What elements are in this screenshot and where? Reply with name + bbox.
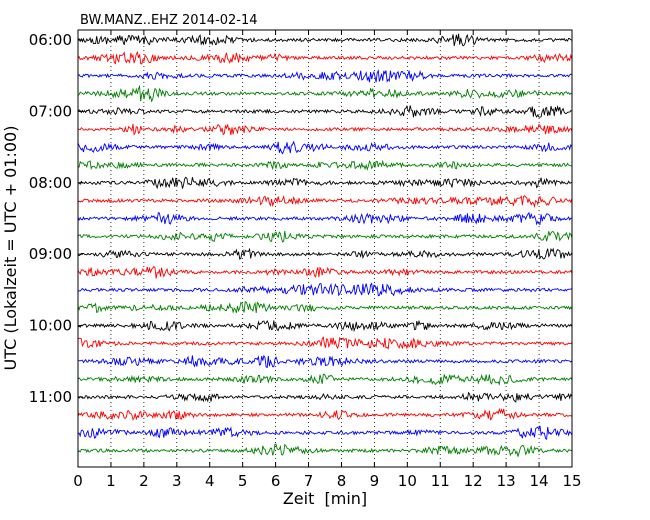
trace-1145 [77, 443, 572, 457]
x-tick-label-7: 7 [304, 472, 314, 490]
x-tick-label-14: 14 [530, 472, 549, 490]
trace-0745 [77, 159, 572, 171]
minute-gridlines [110, 30, 540, 467]
x-tick-label-3: 3 [172, 472, 182, 490]
chart-title: BW.MANZ..EHZ 2014-02-14 [80, 13, 258, 28]
y-tick-label-1100: 11:00 [29, 388, 72, 406]
trace-1030 [77, 354, 573, 369]
trace-0900 [77, 247, 573, 260]
trace-0700 [77, 104, 573, 118]
trace-0730 [77, 140, 573, 155]
x-tick-label-8: 8 [337, 472, 347, 490]
y-axis-ticks: 06:00 07:00 08:00 09:00 10:00 11:00 [29, 31, 83, 406]
trace-1015 [77, 336, 573, 350]
trace-0645 [77, 84, 573, 103]
y-tick-label-0900: 09:00 [29, 245, 72, 263]
trace-1130 [77, 425, 573, 441]
plot-frame [77, 29, 573, 468]
y-tick-label-0700: 07:00 [29, 102, 72, 120]
trace-1000 [77, 319, 573, 333]
x-axis-label: Zeit [min] [283, 489, 367, 508]
x-tick-label-6: 6 [271, 472, 281, 490]
trace-0615 [77, 51, 573, 65]
x-tick-label-2: 2 [139, 472, 149, 490]
trace-0715 [77, 123, 573, 136]
x-tick-label-0: 0 [73, 472, 83, 490]
seismogram-traces [77, 33, 573, 457]
x-tick-label-11: 11 [431, 472, 450, 490]
trace-1115 [77, 407, 573, 421]
y-axis-label: UTC (Lokalzeit = UTC + 01:00) [1, 126, 20, 371]
x-axis-ticks: 0 1 2 3 4 5 6 7 8 9 10 11 12 13 14 15 [73, 30, 582, 490]
x-tick-label-4: 4 [205, 472, 215, 490]
trace-0845 [77, 231, 573, 243]
x-tick-label-5: 5 [238, 472, 248, 490]
trace-0945 [77, 301, 573, 314]
x-tick-label-10: 10 [398, 472, 417, 490]
y-tick-label-0600: 06:00 [29, 31, 72, 49]
trace-0830 [77, 211, 573, 226]
x-tick-label-15: 15 [562, 472, 581, 490]
trace-0600 [77, 33, 573, 47]
trace-0630 [77, 69, 573, 83]
trace-0815 [77, 194, 573, 209]
trace-0915 [77, 265, 573, 279]
y-tick-label-0800: 08:00 [29, 174, 72, 192]
trace-1045 [77, 373, 573, 386]
x-tick-label-9: 9 [370, 472, 380, 490]
trace-0800 [77, 176, 573, 190]
x-tick-label-13: 13 [497, 472, 516, 490]
trace-1100 [77, 391, 573, 403]
y-tick-label-1000: 10:00 [29, 317, 72, 335]
x-tick-label-12: 12 [464, 472, 483, 490]
x-tick-label-1: 1 [106, 472, 116, 490]
trace-0930 [77, 282, 573, 297]
